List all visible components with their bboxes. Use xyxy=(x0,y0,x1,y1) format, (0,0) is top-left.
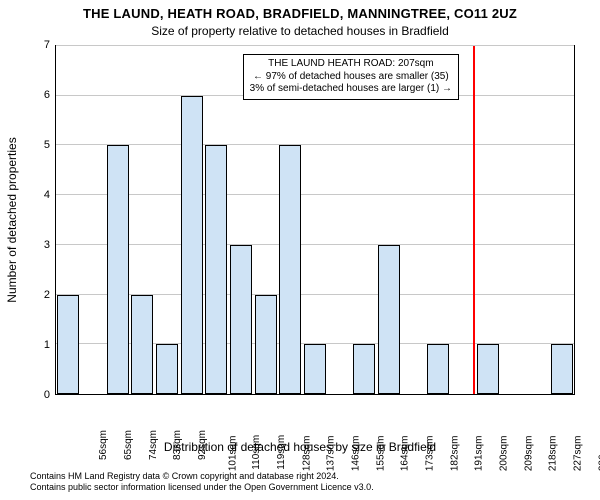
annotation-box: THE LAUND HEATH ROAD: 207sqm← 97% of det… xyxy=(243,54,459,100)
histogram-bar xyxy=(477,344,499,394)
histogram-bar xyxy=(205,145,227,394)
x-tick-label: 128sqm xyxy=(301,400,312,436)
title-sub: Size of property relative to detached ho… xyxy=(0,24,600,38)
x-tick-label: 209sqm xyxy=(523,400,534,436)
gridline xyxy=(56,45,574,46)
x-tick-label: 110sqm xyxy=(251,400,262,435)
histogram-bar xyxy=(279,145,301,394)
x-tick-label: 101sqm xyxy=(227,400,238,436)
x-tick-label: 200sqm xyxy=(499,400,510,436)
x-tick-label: 65sqm xyxy=(123,400,134,430)
histogram-bar xyxy=(107,145,129,394)
x-tick-label: 173sqm xyxy=(425,400,436,436)
y-axis-label: Number of detached properties xyxy=(5,137,19,302)
x-tick-label: 155sqm xyxy=(375,400,386,436)
histogram-bar xyxy=(230,245,252,394)
histogram-bar xyxy=(353,344,375,394)
annotation-line: THE LAUND HEATH ROAD: 207sqm xyxy=(250,58,452,71)
x-tick-label: 137sqm xyxy=(326,400,337,436)
x-tick-label: 83sqm xyxy=(172,400,183,430)
title-main: THE LAUND, HEATH ROAD, BRADFIELD, MANNIN… xyxy=(0,6,600,21)
x-tick-label: 227sqm xyxy=(573,400,584,436)
property-marker-line xyxy=(473,46,475,394)
x-tick-label: 218sqm xyxy=(548,400,559,436)
annotation-line: ← 97% of detached houses are smaller (35… xyxy=(250,71,452,84)
y-tick-label: 5 xyxy=(44,139,50,151)
y-tick-label: 6 xyxy=(44,89,50,101)
y-tick-label: 1 xyxy=(44,339,50,351)
histogram-bar xyxy=(255,295,277,394)
annotation-line: 3% of semi-detached houses are larger (1… xyxy=(250,83,452,96)
x-tick-label: 146sqm xyxy=(351,400,362,436)
y-tick-label: 2 xyxy=(44,289,50,301)
histogram-bar xyxy=(427,344,449,394)
gridline xyxy=(56,194,574,195)
chart-plot-area: THE LAUND HEATH ROAD: 207sqm← 97% of det… xyxy=(55,45,575,395)
gridline xyxy=(56,144,574,145)
footer-line-2: Contains public sector information licen… xyxy=(30,482,374,494)
gridline xyxy=(56,244,574,245)
x-tick-label: 119sqm xyxy=(276,400,287,435)
y-tick-label: 0 xyxy=(44,389,50,401)
histogram-bar xyxy=(131,295,153,394)
footer-line-1: Contains HM Land Registry data © Crown c… xyxy=(30,471,374,483)
x-tick-label: 182sqm xyxy=(449,400,460,436)
y-tick-label: 7 xyxy=(44,39,50,51)
x-tick-label: 191sqm xyxy=(474,400,485,436)
x-tick-label: 92sqm xyxy=(197,400,208,430)
histogram-bar xyxy=(156,344,178,394)
x-tick-label: 74sqm xyxy=(148,400,159,430)
footer-attribution: Contains HM Land Registry data © Crown c… xyxy=(30,471,374,494)
x-axis-label: Distribution of detached houses by size … xyxy=(0,440,600,454)
y-tick-label: 3 xyxy=(44,239,50,251)
x-tick-label: 56sqm xyxy=(98,400,109,430)
histogram-bar xyxy=(378,245,400,394)
y-tick-label: 4 xyxy=(44,189,50,201)
x-tick-label: 164sqm xyxy=(400,400,411,436)
histogram-bar xyxy=(304,344,326,394)
histogram-bar xyxy=(551,344,573,394)
histogram-bar xyxy=(181,96,203,394)
histogram-bar xyxy=(57,295,79,394)
